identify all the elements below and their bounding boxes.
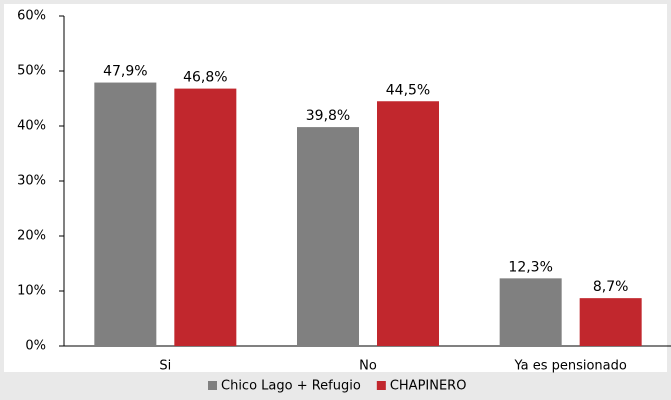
value-label: 47,9%	[103, 64, 147, 80]
bar	[297, 127, 359, 346]
bar	[377, 101, 439, 346]
bar	[174, 88, 237, 346]
y-tick-label: 10%	[17, 284, 46, 299]
y-tick-label: 0%	[25, 339, 46, 354]
value-label: 8,7%	[593, 279, 629, 295]
y-tick-label: 40%	[17, 119, 46, 134]
legend-label: CHAPINERO	[390, 379, 467, 394]
bar	[94, 82, 157, 347]
legend-label: Chico Lago + Refugio	[221, 379, 361, 394]
y-tick-label: 60%	[17, 9, 46, 24]
value-label: 39,8%	[306, 108, 350, 124]
value-label: 12,3%	[508, 259, 552, 275]
value-label: 44,5%	[386, 82, 430, 98]
y-tick-label: 30%	[17, 174, 46, 189]
legend-swatch	[376, 381, 386, 390]
y-tick-label: 50%	[17, 64, 46, 79]
y-tick-label: 20%	[17, 229, 46, 244]
bar	[499, 278, 562, 346]
legend-swatch	[208, 381, 217, 390]
x-tick-label: Si	[159, 359, 171, 374]
x-tick-label: No	[359, 359, 377, 374]
bar	[579, 298, 642, 346]
value-label: 46,8%	[183, 70, 227, 86]
x-tick-label: Ya es pensionado	[513, 359, 626, 374]
